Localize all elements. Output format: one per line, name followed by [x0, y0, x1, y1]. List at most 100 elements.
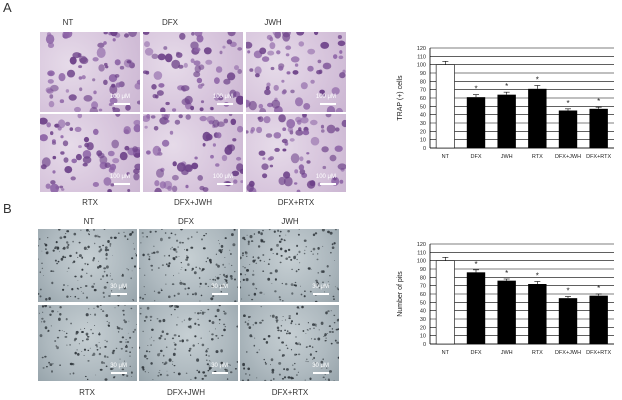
cell-dot: [215, 276, 216, 278]
scale-bar: [111, 293, 127, 295]
cell-dot: [87, 263, 89, 266]
cell-dot: [66, 295, 69, 298]
cell-dot: [55, 241, 58, 244]
cell-dot: [94, 313, 97, 316]
cell-dot: [267, 263, 270, 265]
cell-dot: [100, 278, 102, 280]
cell-dot: [146, 306, 150, 310]
cell-dot: [202, 143, 206, 147]
cell-dot: [236, 325, 238, 328]
cell-dot: [198, 371, 201, 374]
cell-dot: [139, 267, 141, 269]
cell-dot: [222, 273, 226, 277]
cell-dot: [132, 331, 135, 333]
cell-dot: [216, 308, 220, 312]
cell-dot: [237, 69, 242, 74]
cell-dot: [109, 84, 118, 95]
cell-dot: [257, 256, 260, 260]
cell-dot: [299, 343, 302, 346]
cell-dot: [285, 234, 287, 236]
cell-dot: [106, 356, 109, 358]
cell-dot: [294, 362, 296, 365]
cell-dot: [191, 267, 194, 270]
micrograph-b-2: 30 μM: [240, 229, 339, 302]
cell-dot: [263, 293, 265, 295]
cell-dot: [42, 367, 45, 369]
micrograph-a-label-3: RTX: [82, 198, 98, 207]
cell-dot: [229, 371, 233, 374]
cell-dot: [50, 180, 56, 185]
cell-dot: [151, 252, 154, 254]
cell-dot: [124, 305, 126, 306]
cell-dot: [202, 247, 206, 250]
cell-dot: [269, 42, 276, 50]
cell-dot: [126, 172, 130, 176]
cell-dot: [228, 114, 233, 117]
cell-dot: [318, 329, 320, 331]
micrograph-b-label-1: DFX: [178, 217, 194, 226]
cell-dot: [263, 116, 271, 124]
cell-dot: [271, 314, 275, 318]
cell-dot: [99, 305, 102, 306]
cell-dot: [160, 107, 166, 112]
cell-dot: [96, 345, 98, 348]
scale-label: 30 μM: [211, 363, 228, 369]
significance-marker: *: [505, 82, 508, 91]
cell-dot: [324, 291, 325, 293]
cell-dot: [326, 367, 328, 369]
cell-dot: [193, 60, 201, 66]
cell-dot: [98, 333, 101, 336]
cell-dot: [247, 240, 250, 244]
cell-dot: [290, 258, 293, 261]
cell-dot: [173, 371, 175, 374]
cell-dot: [97, 235, 100, 238]
cell-dot: [312, 247, 316, 251]
cell-dot: [81, 75, 86, 80]
cell-dot: [103, 286, 107, 289]
cell-dot: [308, 268, 310, 270]
cell-dot: [180, 229, 183, 231]
cell-dot: [246, 279, 248, 281]
cell-dot: [333, 298, 335, 301]
cell-dot: [209, 366, 212, 370]
cell-dot: [103, 32, 108, 35]
cell-dot: [151, 53, 159, 59]
cell-dot: [335, 127, 340, 132]
cell-dot: [179, 32, 186, 40]
cell-dot: [242, 278, 245, 281]
cell-dot: [156, 250, 159, 254]
cell-dot: [217, 264, 220, 268]
cell-dot: [317, 272, 319, 274]
cell-dot: [195, 266, 198, 268]
cell-dot: [281, 90, 286, 95]
cell-dot: [246, 351, 248, 353]
cell-dot: [84, 262, 87, 265]
cell-dot: [67, 243, 70, 247]
cell-dot: [254, 337, 256, 339]
cell-dot: [184, 287, 187, 290]
cell-dot: [251, 298, 254, 301]
cell-dot: [322, 165, 327, 170]
cell-dot: [39, 271, 41, 274]
cell-dot: [300, 82, 308, 90]
cell-dot: [172, 352, 176, 356]
cell-dot: [240, 180, 243, 184]
cell-dot: [86, 249, 88, 250]
cell-dot: [290, 322, 293, 325]
cell-dot: [287, 248, 291, 251]
cell-dot: [186, 339, 189, 342]
cell-dot: [145, 315, 148, 319]
cell-dot: [51, 310, 54, 313]
cell-dot: [69, 344, 71, 346]
cell-dot: [115, 347, 118, 350]
cell-dot: [198, 370, 200, 372]
cell-dot: [83, 246, 87, 250]
cell-dot: [120, 347, 123, 350]
cell-dot: [199, 300, 201, 302]
cell-dot: [333, 54, 338, 59]
cell-dot: [103, 41, 107, 45]
cell-dot: [82, 162, 88, 167]
cell-dot: [205, 59, 213, 65]
cell-dot: [228, 263, 230, 265]
cell-dot: [173, 334, 177, 337]
